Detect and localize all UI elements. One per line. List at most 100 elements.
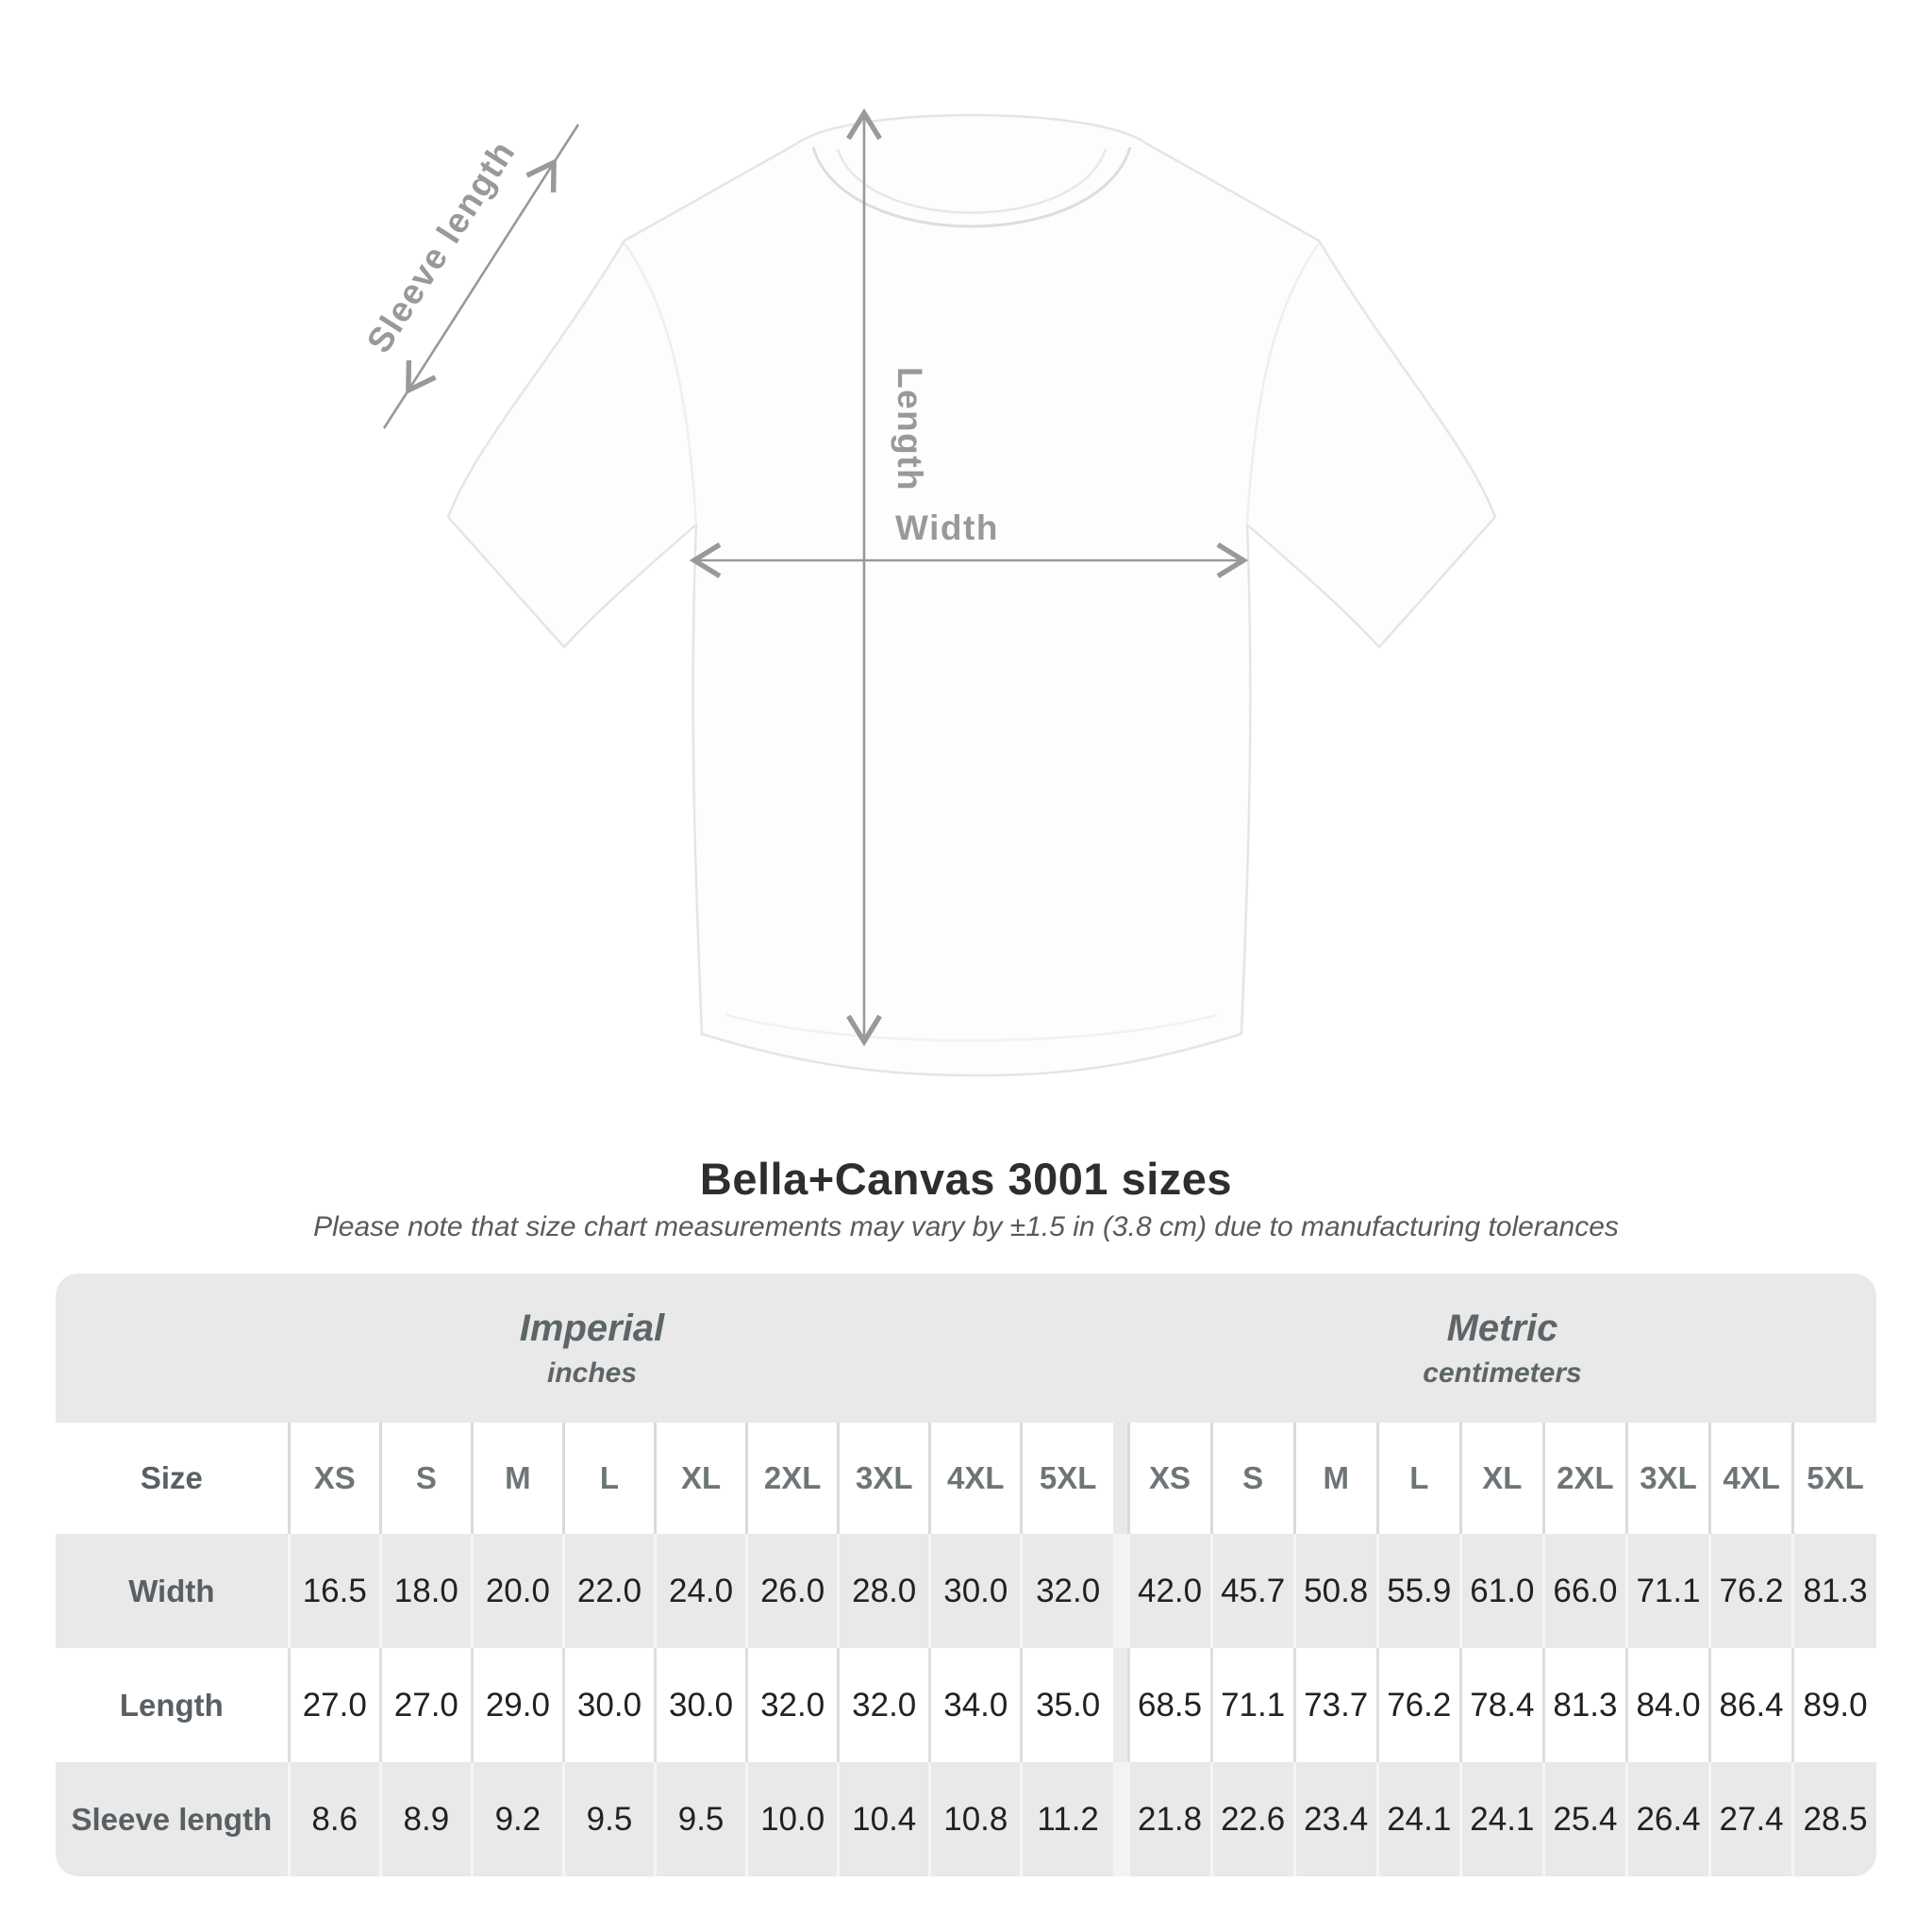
value-cell-metric: 24.1 [1458,1762,1544,1876]
size-header-imperial-m: M [470,1423,564,1534]
value-cell-metric: 84.0 [1624,1648,1710,1762]
size-header-metric-m: M [1292,1423,1378,1534]
value-cell-metric: 61.0 [1458,1534,1544,1648]
row-label: Width [56,1534,290,1648]
row-label: Length [56,1648,290,1762]
value-cell-metric: 71.1 [1624,1534,1710,1648]
size-header-metric-xl: XL [1458,1423,1544,1534]
value-cell-metric: 78.4 [1458,1648,1544,1762]
value-cell-imperial: 26.0 [745,1534,839,1648]
page-title: Bella+Canvas 3001 sizes [699,1154,1233,1204]
section-divider [1112,1423,1129,1534]
value-cell-metric: 86.4 [1708,1648,1793,1762]
value-cell-imperial: 8.9 [378,1762,473,1876]
value-cell-metric: 45.7 [1209,1534,1295,1648]
size-header-imperial-3xl: 3XL [837,1423,930,1534]
sleeve-length-arrow [382,124,580,429]
tshirt-image [446,113,1497,1077]
size-header-metric-3xl: 3XL [1624,1423,1710,1534]
value-cell-imperial: 20.0 [470,1534,564,1648]
value-cell-imperial: 18.0 [378,1534,473,1648]
value-cell-metric: 25.4 [1541,1762,1627,1876]
value-cell-imperial: 11.2 [1020,1762,1113,1876]
length-label: Length [891,367,929,491]
value-cell-imperial: 16.5 [287,1534,381,1648]
imperial-subtitle: inches [546,1357,638,1389]
value-cell-metric: 21.8 [1126,1762,1212,1876]
value-cell-metric: 24.1 [1375,1762,1461,1876]
size-header-metric-5xl: 5XL [1791,1423,1876,1534]
value-cell-imperial: 10.4 [837,1762,930,1876]
size-header-imperial-2xl: 2XL [745,1423,839,1534]
value-cell-imperial: 27.0 [378,1648,473,1762]
value-cell-imperial: 9.5 [561,1762,656,1876]
size-header-imperial-4xl: 4XL [928,1423,1022,1534]
section-divider [1112,1534,1129,1648]
value-cell-metric: 76.2 [1375,1648,1461,1762]
size-header-imperial-xs: XS [287,1423,381,1534]
size-table: Imperial inches Metric centimeters Size X… [56,1274,1876,1876]
value-cell-imperial: 30.0 [561,1648,656,1762]
size-header-imperial-l: L [561,1423,656,1534]
size-header-imperial-s: S [378,1423,473,1534]
value-cell-imperial: 30.0 [654,1648,747,1762]
value-cell-imperial: 10.8 [928,1762,1022,1876]
value-cell-metric: 66.0 [1541,1534,1627,1648]
measurement-row-length: Length 27.0 27.0 29.0 30.0 30.0 32.0 32.0 34.0 35… [56,1648,1876,1762]
tshirt-measurement-diagram: Length Width Sleeve length [359,108,1497,1077]
sizes-header-row: Size XS S M L XL 2XL 3XL 4XL 5XL XS S M L XL 2XL 3XL 4XL 5… [56,1423,1876,1534]
value-cell-imperial: 34.0 [928,1648,1022,1762]
value-cell-imperial: 30.0 [928,1534,1022,1648]
sleeve-length-label: Sleeve length [359,133,523,359]
value-cell-metric: 28.5 [1791,1762,1876,1876]
page-subtitle: Please note that size chart measurements… [313,1211,1619,1242]
metric-section-header: Metric centimeters [1128,1274,1876,1423]
section-divider [1112,1648,1129,1762]
measurement-row-width: Width 16.5 18.0 20.0 22.0 24.0 26.0 28.0 30.0 32.… [56,1534,1876,1648]
value-cell-metric: 42.0 [1126,1534,1212,1648]
measurement-row-sleeve-length: Sleeve length 8.6 8.9 9.2 9.5 9.5 10.0 10.4 10.8… [56,1762,1876,1876]
imperial-title: Imperial [519,1307,665,1349]
value-cell-imperial: 32.0 [837,1648,930,1762]
value-cell-imperial: 32.0 [745,1648,839,1762]
value-cell-imperial: 22.0 [561,1534,656,1648]
value-cell-imperial: 28.0 [837,1534,930,1648]
imperial-section-header: Imperial inches [56,1274,1129,1423]
size-header-metric-4xl: 4XL [1708,1423,1793,1534]
size-header-imperial-xl: XL [654,1423,747,1534]
value-cell-metric: 76.2 [1708,1534,1793,1648]
value-cell-metric: 26.4 [1624,1762,1710,1876]
value-cell-imperial: 10.0 [745,1762,839,1876]
size-header-metric-2xl: 2XL [1541,1423,1627,1534]
value-cell-imperial: 35.0 [1020,1648,1113,1762]
value-cell-metric: 27.4 [1708,1762,1793,1876]
value-cell-metric: 55.9 [1375,1534,1461,1648]
value-cell-imperial: 9.5 [654,1762,747,1876]
value-cell-metric: 81.3 [1541,1648,1627,1762]
size-header-metric-s: S [1209,1423,1295,1534]
metric-subtitle: centimeters [1423,1357,1582,1389]
width-label: Width [895,508,999,547]
value-cell-metric: 50.8 [1292,1534,1378,1648]
value-cell-imperial: 29.0 [470,1648,564,1762]
size-header-metric-xs: XS [1126,1423,1212,1534]
value-cell-metric: 81.3 [1791,1534,1876,1648]
row-label: Sleeve length [56,1762,290,1876]
size-header-imperial-5xl: 5XL [1020,1423,1113,1534]
value-cell-imperial: 32.0 [1020,1534,1113,1648]
value-cell-metric: 73.7 [1292,1648,1378,1762]
metric-title: Metric [1446,1307,1558,1349]
value-cell-imperial: 24.0 [654,1534,747,1648]
size-table-grid: Imperial inches Metric centimeters Size X… [56,1274,1876,1876]
size-header-metric-l: L [1375,1423,1461,1534]
size-table-body: Width 16.5 18.0 20.0 22.0 24.0 26.0 28.0 30.0 32.… [56,1534,1876,1876]
value-cell-metric: 22.6 [1209,1762,1295,1876]
section-divider [1112,1762,1129,1876]
value-cell-imperial: 27.0 [287,1648,381,1762]
value-cell-metric: 71.1 [1209,1648,1295,1762]
value-cell-metric: 89.0 [1791,1648,1876,1762]
collar-outline [811,146,1132,228]
size-column-header: Size [56,1423,290,1534]
unit-header-row: Imperial inches Metric centimeters [56,1274,1876,1423]
value-cell-metric: 68.5 [1126,1648,1212,1762]
